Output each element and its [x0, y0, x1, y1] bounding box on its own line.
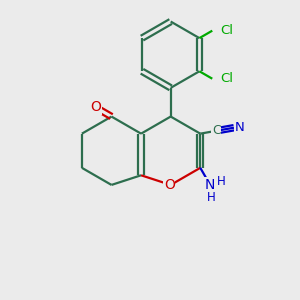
- Text: Cl: Cl: [220, 24, 234, 37]
- Text: C: C: [212, 124, 221, 137]
- Text: N: N: [235, 121, 245, 134]
- Text: N: N: [205, 178, 215, 192]
- Text: O: O: [164, 178, 175, 192]
- Text: Cl: Cl: [220, 72, 234, 85]
- Text: O: O: [91, 100, 101, 114]
- Text: H: H: [207, 191, 216, 204]
- Text: H: H: [217, 175, 226, 188]
